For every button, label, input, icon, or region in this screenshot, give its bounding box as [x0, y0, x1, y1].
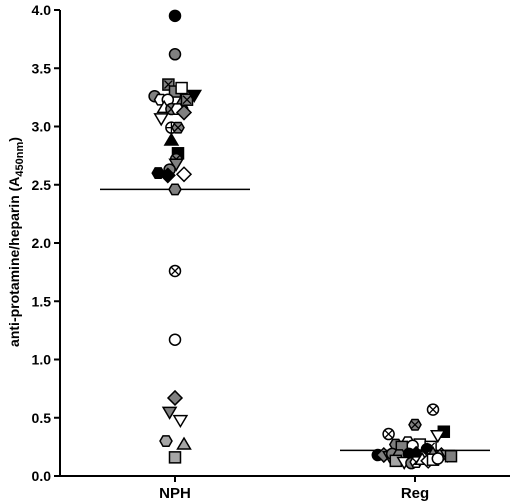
- data-point: [168, 9, 182, 23]
- data-point: [159, 167, 176, 184]
- data-point: [153, 113, 170, 127]
- y-tick-label: 0.0: [32, 468, 52, 484]
- y-tick-label: 0.5: [32, 410, 52, 426]
- y-axis-label-subscript: 450nm: [14, 142, 26, 177]
- data-point: [171, 121, 185, 134]
- y-tick-label: 1.0: [32, 352, 52, 368]
- data-point: [168, 264, 182, 278]
- data-point: [175, 81, 188, 95]
- y-tick-label: 2.0: [32, 235, 52, 251]
- y-axis-label-close: ): [6, 137, 22, 142]
- data-point: [429, 429, 446, 444]
- data-point: [186, 89, 203, 104]
- data-point: [426, 403, 440, 416]
- y-ticks: 0.0 0.5 1.0 1.5 2.0 2.5 3.0 3.5 4.0: [32, 2, 60, 484]
- data-point: [444, 449, 458, 463]
- data-point: [168, 183, 182, 196]
- x-ticks: NPH Reg: [159, 476, 429, 502]
- y-tick-label: 4.0: [32, 2, 52, 18]
- data-point: [168, 333, 182, 346]
- data-point: [382, 427, 395, 441]
- y-axis-label: anti-protamine/heparin (A450nm): [6, 137, 26, 347]
- data-point: [161, 406, 178, 420]
- category-label-reg: Reg: [401, 485, 429, 502]
- data-point: [166, 389, 184, 407]
- data-point: [175, 104, 193, 121]
- data-point: [176, 436, 192, 450]
- data-point: [180, 93, 194, 106]
- data-point: [172, 414, 189, 429]
- data-point: [168, 48, 182, 61]
- data-point: [408, 418, 422, 431]
- data-point: [163, 132, 180, 146]
- y-tick-label: 1.5: [32, 293, 52, 309]
- y-tick-label: 2.5: [32, 177, 52, 193]
- category-label-nph: NPH: [159, 485, 191, 502]
- data-point: [168, 451, 182, 464]
- y-tick-label: 3.0: [32, 119, 52, 135]
- data-points: [148, 9, 458, 470]
- data-point: [175, 166, 193, 183]
- y-tick-label: 3.5: [32, 60, 52, 76]
- data-point: [431, 452, 445, 465]
- y-axis-label-main: anti-protamine/heparin (A: [6, 177, 22, 347]
- data-point: [159, 435, 173, 447]
